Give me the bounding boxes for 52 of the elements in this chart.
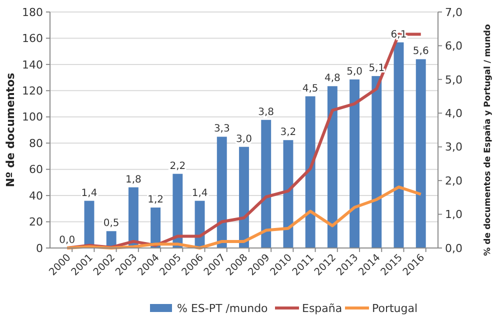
data-label: 0,0 — [59, 235, 76, 246]
bar — [305, 96, 316, 248]
data-label: 2,2 — [170, 160, 186, 172]
y2-tick-label: 2,0 — [445, 174, 462, 188]
y2-tick-label: 4,0 — [445, 106, 462, 120]
bar — [172, 174, 183, 248]
bar — [128, 187, 138, 248]
data-label: 1,4 — [192, 188, 208, 199]
bar — [350, 79, 360, 248]
data-label: 4,8 — [324, 73, 340, 84]
data-label: 3,2 — [280, 127, 296, 138]
y2-tick-label: 0,0 — [445, 242, 462, 255]
y-tick-label: 180 — [22, 6, 43, 19]
bar — [416, 59, 426, 248]
y-tick-label: 0 — [36, 242, 43, 255]
data-label: 3,8 — [258, 106, 274, 118]
bar — [283, 140, 294, 248]
bar — [327, 86, 338, 248]
y-tick-label: 100 — [22, 110, 43, 124]
y-tick-label: 160 — [22, 32, 43, 46]
y-tick-label: 140 — [22, 58, 43, 72]
y2-tick-label: 5,0 — [445, 73, 462, 86]
y2-tick-label: 6,0 — [445, 40, 462, 53]
y-axis-title: Nº de documentos — [4, 72, 17, 188]
data-label: 0,5 — [103, 218, 120, 230]
data-label: 1,4 — [81, 188, 98, 199]
y-tick-label: 80 — [29, 136, 43, 150]
legend-label: España — [302, 302, 342, 315]
data-label: 5,6 — [412, 46, 429, 58]
legend-label: Portugal — [372, 302, 418, 315]
data-label: 5,0 — [346, 66, 362, 78]
y2-tick-label: 3,0 — [445, 140, 462, 154]
data-label: 1,2 — [148, 194, 164, 206]
bar — [372, 76, 382, 248]
y-tick-label: 40 — [29, 189, 43, 202]
bar — [239, 146, 249, 248]
data-label: 1,8 — [126, 174, 142, 186]
data-label: 5,1 — [368, 63, 385, 74]
y-tick-label: 20 — [29, 216, 43, 229]
y2-axis-title: % de documentos de España y Portugal / mundo — [483, 24, 493, 256]
y-tick-label: 120 — [22, 84, 43, 98]
data-label: 3,0 — [236, 134, 252, 145]
legend-label: % ES-PT /mundo — [177, 302, 268, 315]
bar — [216, 136, 227, 248]
y-tick-label: 60 — [29, 163, 43, 176]
bar — [261, 120, 272, 248]
y2-tick-label: 1,0 — [445, 208, 462, 222]
y2-tick-label: 7,0 — [445, 6, 462, 19]
bar — [394, 42, 404, 248]
data-label: 4,5 — [302, 83, 318, 94]
data-label: 3,3 — [214, 124, 230, 135]
bar — [150, 208, 161, 248]
